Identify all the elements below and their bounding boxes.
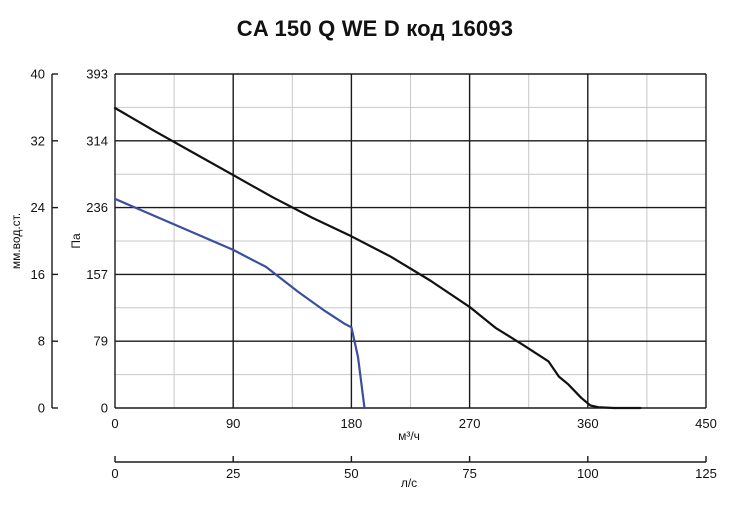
major-grid xyxy=(114,73,707,409)
y-tick-label: 157 xyxy=(86,267,108,282)
secondary-y-tick-label: 0 xyxy=(38,401,45,416)
chart-title: CA 150 Q WE D код 16093 xyxy=(236,16,514,41)
tick-labels: 0 8 16 24 32 40 0 79 157 236 314 393 0 90 180 270 360 450… xyxy=(31,67,717,482)
y-tick-label: 236 xyxy=(86,200,108,215)
x-tick-label: 0 xyxy=(111,416,118,431)
x-tick-label: 270 xyxy=(459,416,481,431)
series-line-1 xyxy=(113,106,642,410)
series-layer xyxy=(113,106,642,410)
secondary-y-tick-label: 16 xyxy=(31,267,45,282)
secondary-x-axis-label: л/с xyxy=(401,476,417,490)
x-tick-label: 90 xyxy=(226,416,240,431)
minor-grid xyxy=(115,74,706,408)
x-tick-label: 180 xyxy=(341,416,363,431)
x-tick-label: 360 xyxy=(577,416,599,431)
secondary-x-tick-label: 0 xyxy=(111,466,118,481)
secondary-y-axis-label: мм.вод.ст. xyxy=(9,213,23,269)
y-tick-label: 314 xyxy=(86,133,108,148)
y-tick-label: 79 xyxy=(94,334,108,349)
secondary-x-tick-label: 100 xyxy=(577,466,599,481)
secondary-x-tick-label: 125 xyxy=(695,466,717,481)
secondary-x-tick-label: 25 xyxy=(226,466,240,481)
axes xyxy=(51,73,707,463)
secondary-x-tick-label: 50 xyxy=(344,466,358,481)
y-tick-label: 0 xyxy=(101,401,108,416)
secondary-y-tick-label: 24 xyxy=(31,200,45,215)
series-line-2 xyxy=(113,197,366,410)
secondary-y-tick-label: 40 xyxy=(31,67,45,82)
secondary-x-tick-label: 75 xyxy=(462,466,476,481)
y-tick-label: 393 xyxy=(86,67,108,82)
y-axis-label: Па xyxy=(69,233,83,249)
secondary-y-tick-label: 32 xyxy=(31,133,45,148)
x-axis-label: м³/ч xyxy=(398,429,420,443)
x-tick-label: 450 xyxy=(695,416,717,431)
secondary-y-tick-label: 8 xyxy=(38,334,45,349)
